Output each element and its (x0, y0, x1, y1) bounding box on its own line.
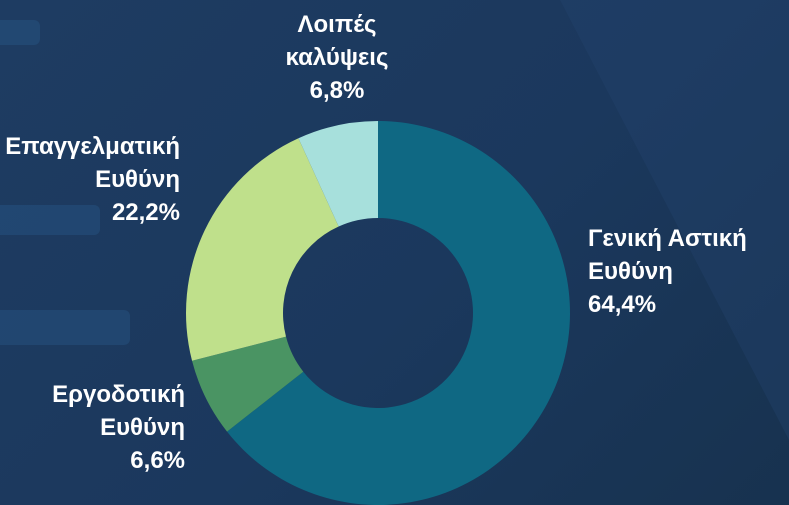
slice-label: Επαγγελματική Ευθύνη 22,2% (0, 130, 180, 229)
category-name: Επαγγελματική Ευθύνη (5, 133, 180, 193)
slice-label: Γενική Αστική Ευθύνη 64,4% (588, 222, 788, 321)
value-label: 22,2% (111, 199, 180, 226)
value-label: 6,6% (130, 447, 185, 474)
decoration (0, 0, 789, 440)
donut-segment (185, 138, 339, 361)
category-name: Λοιπές καλύψεις (285, 11, 389, 71)
value-label: 6,8% (309, 77, 365, 104)
slice-label: Εργοδοτική Ευθύνη 6,6% (0, 378, 185, 477)
slice-label: Λοιπές καλύψεις 6,8% (267, 8, 407, 107)
donut-segment (192, 336, 304, 432)
category-name: Εργοδοτική Ευθύνη (52, 381, 185, 441)
donut (185, 121, 570, 505)
donut-segment (298, 121, 378, 227)
value-label: 64,4% (588, 291, 657, 318)
category-name: Γενική Αστική Ευθύνη (588, 225, 747, 285)
donut-segment (227, 121, 570, 505)
